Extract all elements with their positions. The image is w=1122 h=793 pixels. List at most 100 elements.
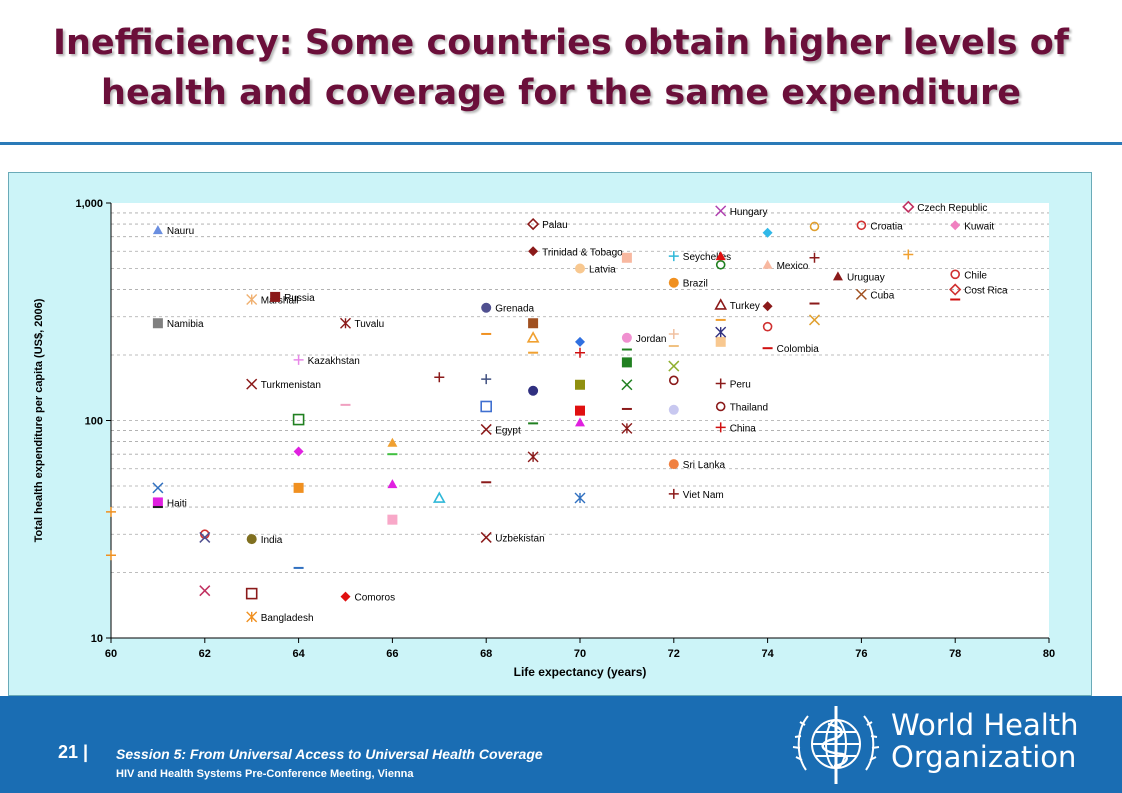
data-point: [387, 479, 398, 489]
y-axis-label: Total health expenditure per capita (US$…: [33, 298, 45, 542]
point-label: China: [730, 423, 757, 434]
data-point: [575, 405, 585, 416]
point-label: Cost Rica: [964, 286, 1008, 297]
data-point: [270, 291, 281, 302]
data-point: [152, 497, 163, 508]
data-point: [480, 400, 493, 413]
data-point: [528, 246, 539, 257]
x-tick-label: 72: [668, 648, 680, 660]
data-point: [152, 225, 163, 235]
y-tick-label: 100: [85, 416, 103, 428]
data-point: [762, 321, 773, 332]
data-point: [668, 375, 679, 386]
data-point: [387, 437, 398, 447]
data-point: [293, 354, 304, 365]
x-axis-label: Life expectancy (years): [514, 665, 647, 679]
data-point: [575, 263, 585, 274]
point-label: Hungary: [730, 207, 768, 218]
data-point: [387, 514, 398, 525]
data-point: [574, 492, 586, 504]
data-point: [575, 379, 585, 390]
data-point: [715, 326, 727, 338]
data-point: [432, 491, 446, 503]
data-point: [715, 422, 726, 433]
x-tick-label: 70: [574, 648, 586, 660]
point-label: Cuba: [870, 290, 894, 301]
data-point: [668, 328, 679, 339]
data-point: [340, 317, 351, 329]
x-tick-label: 76: [855, 648, 867, 660]
data-point: [434, 372, 445, 383]
slide-number: 21 |: [58, 742, 89, 762]
point-label: India: [261, 535, 283, 546]
data-point: [714, 298, 728, 310]
org-name-line-1: World Health: [891, 708, 1079, 742]
data-point: [949, 283, 962, 296]
point-label: Tuvalu: [355, 319, 385, 330]
data-point: [668, 404, 679, 415]
data-point: [715, 401, 726, 412]
data-point: [575, 336, 585, 347]
data-point: [575, 417, 585, 427]
slide-title: Inefficiency: Some countries obtain high…: [0, 18, 1122, 118]
data-point: [668, 360, 680, 372]
data-point: [481, 374, 492, 385]
data-point: [526, 331, 540, 343]
data-point: [832, 271, 843, 281]
data-point: [292, 413, 305, 426]
point-label: Kazakhstan: [308, 356, 360, 367]
point-label: Jordan: [636, 334, 667, 345]
x-tick-label: 60: [105, 648, 117, 660]
point-label: Latvia: [589, 264, 616, 275]
point-label: Mexico: [777, 261, 809, 272]
point-label: Croatia: [870, 221, 903, 232]
data-point: [668, 459, 679, 470]
data-point: [668, 488, 679, 499]
data-point: [246, 294, 258, 305]
data-point: [715, 251, 726, 261]
point-label: Brazil: [683, 279, 708, 290]
point-label: Chile: [964, 270, 987, 281]
data-point: [715, 336, 726, 347]
data-point: [762, 259, 773, 269]
data-point: [621, 357, 632, 368]
meeting-name: HIV and Health Systems Pre-Conference Me…: [116, 768, 414, 780]
point-label: Peru: [730, 379, 751, 390]
point-label: Turkmenistan: [261, 380, 321, 391]
data-point: [809, 252, 820, 263]
data-point: [106, 506, 116, 517]
data-point: [245, 587, 258, 600]
point-label: Czech Republic: [917, 203, 987, 214]
data-point: [293, 482, 304, 493]
data-point: [668, 277, 679, 288]
point-label: Sri Lanka: [683, 460, 726, 471]
x-tick-label: 68: [480, 648, 492, 660]
point-label: Comoros: [355, 593, 396, 604]
x-tick-label: 66: [386, 648, 398, 660]
session-title: Session 5: From Universal Access to Univ…: [116, 746, 543, 762]
point-label: Colombia: [777, 344, 820, 355]
data-point: [950, 220, 961, 231]
data-point: [575, 347, 585, 358]
point-label: Namibia: [167, 319, 204, 330]
x-tick-label: 62: [199, 648, 211, 660]
y-tick-label: 10: [91, 633, 103, 645]
data-point: [152, 482, 164, 494]
data-point: [715, 259, 726, 270]
data-point: [199, 531, 211, 543]
x-tick-label: 74: [761, 648, 774, 660]
data-point: [480, 531, 492, 543]
slide-title-line-2: health and coverage for the same expendi…: [101, 73, 1021, 113]
point-label: Uruguay: [847, 272, 885, 283]
data-point: [480, 423, 492, 435]
y-tick-label: 1,000: [75, 198, 103, 210]
point-label: Russia: [284, 293, 315, 304]
data-point: [106, 550, 116, 561]
point-label: Thailand: [730, 402, 768, 413]
data-point: [246, 534, 257, 545]
footer-bar: [0, 696, 1122, 793]
data-point: [950, 269, 961, 280]
data-point: [481, 302, 492, 313]
data-point: [340, 591, 351, 602]
data-point: [668, 251, 679, 262]
